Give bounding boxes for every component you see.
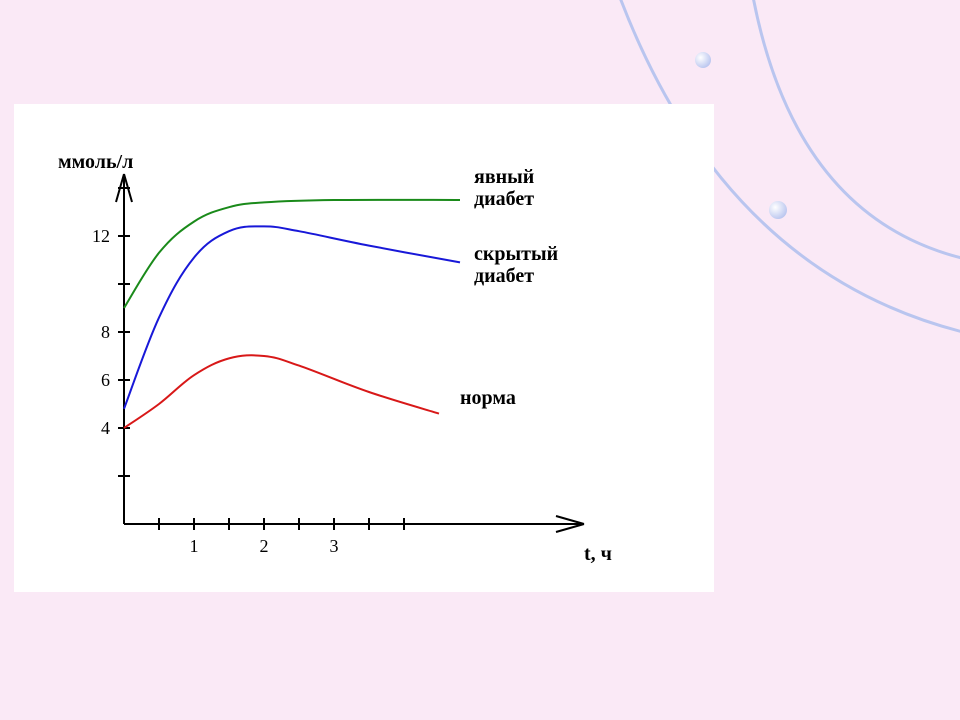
y-axis-label: ммоль/л [58,151,133,173]
slide-background: 123t, ч46812ммоль/лявныйдиабетскрытыйдиа… [0,0,960,720]
axes: 123t, ч46812ммоль/л [58,151,612,565]
y-tick-label: 12 [92,226,110,246]
x-tick-label: 3 [330,536,339,556]
chart-card: 123t, ч46812ммоль/лявныйдиабетскрытыйдиа… [14,104,714,592]
x-axis-label: t, ч [584,543,612,565]
y-tick-label: 4 [101,418,110,438]
y-tick-label: 6 [101,370,110,390]
series-label-overt_diabetes: явныйдиабет [474,166,534,210]
x-tick-label: 2 [260,536,269,556]
series-label-normal: норма [460,387,516,409]
series-normal [124,355,439,428]
glucose-tolerance-chart: 123t, ч46812ммоль/лявныйдиабетскрытыйдиа… [14,104,714,592]
series-latent_diabetes [124,226,460,408]
x-tick-label: 1 [190,536,199,556]
series-label-latent_diabetes: скрытыйдиабет [474,243,558,287]
y-tick-label: 8 [101,322,110,342]
